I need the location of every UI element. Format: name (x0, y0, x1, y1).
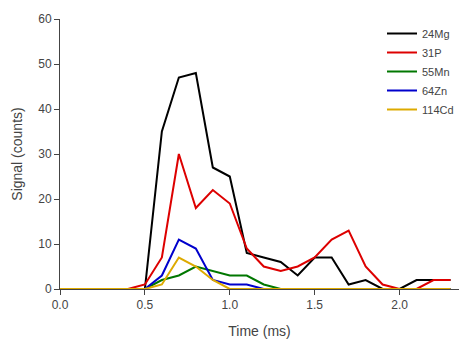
svg-text:64Zn: 64Zn (422, 85, 447, 97)
svg-text:1.0: 1.0 (221, 298, 238, 312)
svg-text:20: 20 (38, 192, 52, 206)
svg-text:1.5: 1.5 (306, 298, 323, 312)
svg-text:60: 60 (38, 12, 52, 26)
svg-text:24Mg: 24Mg (422, 28, 450, 40)
svg-text:0.5: 0.5 (137, 298, 154, 312)
svg-text:10: 10 (38, 237, 52, 251)
svg-text:0.0: 0.0 (52, 298, 69, 312)
svg-text:30: 30 (38, 147, 52, 161)
svg-text:31P: 31P (422, 47, 442, 59)
svg-text:55Mn: 55Mn (422, 66, 450, 78)
svg-text:Time (ms): Time (ms) (228, 323, 290, 339)
svg-text:50: 50 (38, 57, 52, 71)
svg-text:0: 0 (45, 282, 52, 296)
svg-text:2.0: 2.0 (391, 298, 408, 312)
svg-text:Signal (counts): Signal (counts) (9, 107, 25, 200)
svg-text:40: 40 (38, 102, 52, 116)
svg-text:114Cd: 114Cd (422, 104, 454, 116)
